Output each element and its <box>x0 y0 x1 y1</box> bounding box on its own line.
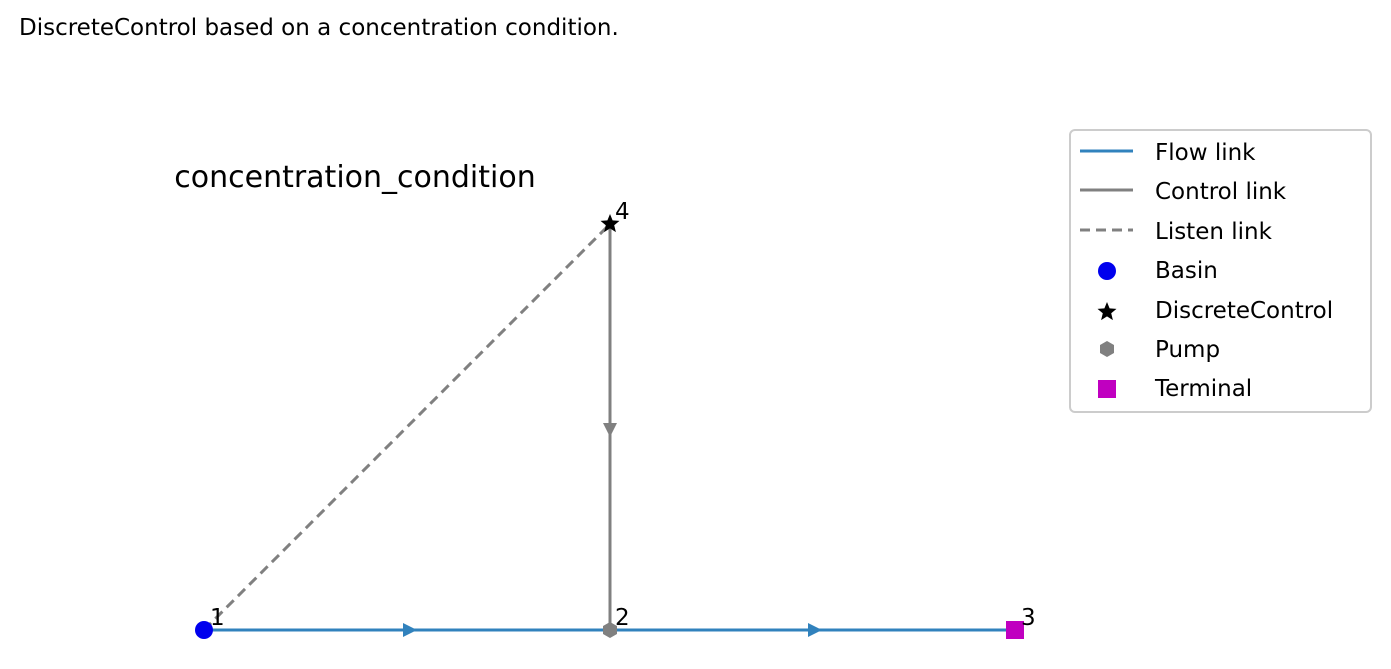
legend-item-control-link: Control link <box>1080 179 1287 205</box>
legend-label-terminal: Terminal <box>1154 376 1252 402</box>
legend-item-terminal: Terminal <box>1098 376 1252 402</box>
figure-caption: DiscreteControl based on a concentration… <box>19 15 619 41</box>
diagram-title: concentration_condition <box>174 160 535 195</box>
legend-label-pump: Pump <box>1155 337 1220 363</box>
node-label-1: 1 <box>210 605 225 631</box>
legend-label-flow-link: Flow link <box>1155 140 1256 166</box>
legend-item-listen-link: Listen link <box>1080 219 1273 245</box>
pump-node <box>603 622 617 638</box>
legend-item-flow-link: Flow link <box>1080 140 1256 166</box>
discrete-control-node <box>600 214 620 233</box>
legend-item-basin: Basin <box>1098 258 1218 284</box>
legend-label-discrete-control: DiscreteControl <box>1155 298 1333 324</box>
node-label-2: 2 <box>615 605 630 631</box>
legend-label-control-link: Control link <box>1155 179 1287 205</box>
legend-label-basin: Basin <box>1155 258 1218 284</box>
basin-swatch <box>1098 262 1116 280</box>
listen-link-1-4 <box>202 222 612 632</box>
legend-item-pump: Pump <box>1100 337 1220 363</box>
node-label-3: 3 <box>1021 605 1036 631</box>
control-link-arrow <box>603 423 617 437</box>
hexagon-icon <box>1100 341 1114 357</box>
terminal-node <box>1006 621 1024 639</box>
basin-node <box>195 621 213 639</box>
legend-box <box>1069 129 1372 413</box>
legend-item-discrete-control: DiscreteControl <box>1097 298 1333 324</box>
legend-label-listen-link: Listen link <box>1155 219 1273 245</box>
flow-link-1-2-arrow <box>403 623 417 637</box>
node-label-4: 4 <box>615 199 630 225</box>
flow-link-2-3-arrow <box>808 623 822 637</box>
legend: Flow link Control link Listen link Basin… <box>1069 129 1372 413</box>
square-icon <box>1098 380 1116 398</box>
star-icon <box>1097 302 1117 321</box>
